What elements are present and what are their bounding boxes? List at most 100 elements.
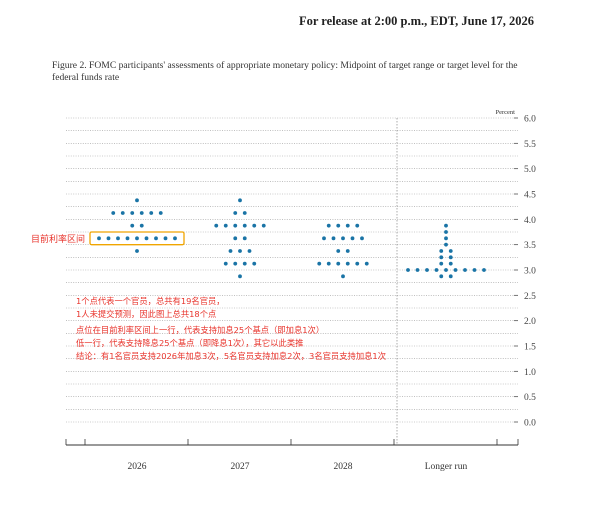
dot [364,261,369,266]
dot [233,261,238,266]
x-tick-label: Longer run [425,462,468,472]
dot [326,223,331,228]
dot [135,236,139,241]
dot [139,211,144,215]
dot [252,261,257,266]
dot [336,249,341,253]
dot [261,223,266,228]
dot [242,211,247,215]
dot [106,236,111,241]
dot [341,236,345,241]
dot [444,242,448,247]
dot [233,236,238,241]
y-tick-label: 0.5 [524,393,536,403]
axes [65,117,519,446]
dot [135,249,139,253]
dot [355,223,360,228]
annotation-note: 点位在目前利率区间上一行，代表支持加息25个基点（即加息1次） [76,325,324,335]
dot [242,223,247,228]
dot [406,268,410,272]
dot [448,249,453,253]
y-tick-label: 4.0 [524,216,536,226]
dot [444,230,448,234]
annotation-note: 低一行，代表支持降息25个基点（即降息1次），其它以此类推 [76,338,303,348]
y-tick-label: 3.0 [524,267,536,277]
dot [214,223,219,228]
dot [120,211,125,215]
text-layer: Percent 6.0 5.5 5.0 4.5 4.0 3.5 3.0 2.5 2.0 1.5 1.0… [31,109,536,472]
dot [444,236,448,241]
dot [439,249,444,253]
dot [448,261,453,266]
annotation-note: 1人未提交预测，因此图上总共18个点 [76,309,216,319]
dot [97,236,101,241]
dot [453,268,458,272]
annotation-note: 1个点代表一个官员，总共有19名官员， [76,296,225,306]
dot [360,236,364,241]
dot [444,268,448,272]
dot [242,261,247,266]
dot [139,223,144,228]
dot [173,236,177,241]
dot [158,211,163,215]
dot [345,249,350,253]
ylabel: Percent [496,109,516,116]
dot [336,261,341,266]
dot [350,236,355,241]
dot [223,223,228,228]
dot [116,236,120,241]
dot [154,236,158,241]
dots-layer [97,198,486,279]
dot [130,223,135,228]
dot [223,261,228,266]
dot [415,268,420,272]
dot [463,268,467,272]
dot [238,274,242,279]
current-range-label: 目前利率区间 [31,233,85,245]
y-tick-label: 0.0 [524,419,536,429]
dot [125,236,130,241]
y-tick-label: 5.5 [524,140,536,150]
dot [317,261,322,266]
y-tick-label: 1.5 [524,343,536,353]
grid-lines [66,117,518,423]
dot [341,274,345,279]
x-tick-label: 2027 [231,462,250,472]
dot [130,211,135,215]
dot [144,236,149,241]
dot [336,223,341,228]
release-header: For release at 2:00 p.m., EDT, June 17, … [298,14,534,28]
y-tick-label: 2.0 [524,317,536,327]
dot [233,223,238,228]
dot [163,236,168,241]
x-tick-label: 2026 [128,462,147,472]
dot [238,249,242,253]
dot [482,268,486,272]
y-tick-label: 1.0 [524,368,536,378]
dot [472,268,477,272]
dot [439,255,444,260]
dot [439,261,444,266]
dot [111,211,116,215]
y-tick-label: 4.5 [524,191,536,201]
dot [434,268,439,272]
figure-caption: Figure 2. FOMC participants' assessments… [52,60,518,83]
dot [331,236,336,241]
dot [238,198,242,203]
dot [444,223,448,228]
y-tick-label: 5.0 [524,165,536,175]
dot [228,249,233,253]
y-tick-label: 2.5 [524,292,536,302]
dot [252,223,257,228]
dot [247,249,252,253]
current-range-highlight [89,231,185,246]
dot [439,274,444,279]
dot [149,211,154,215]
annotation-note: 结论：有1名官员支持2026年加息3次，5名官员支持加息2次，3名官员支持加息1… [76,351,386,361]
dot [135,198,139,203]
dot [425,268,429,272]
dot [326,261,331,266]
dot [448,255,453,260]
y-tick-label: 6.0 [524,115,536,125]
